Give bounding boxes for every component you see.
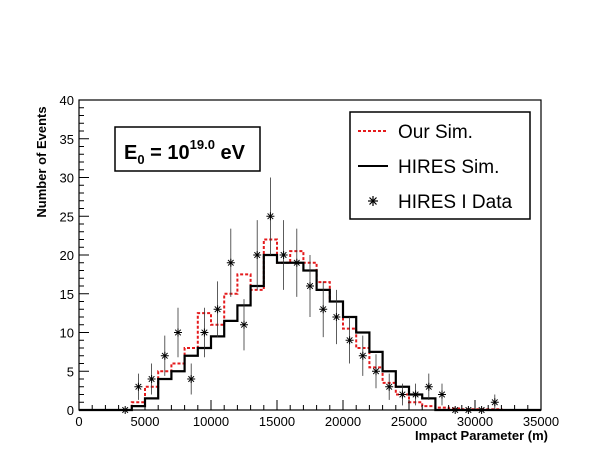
x-tick-label: 30000	[457, 414, 493, 429]
y-tick-label: 5	[67, 364, 74, 379]
energy-annotation: E0 = 1019.0 eV	[114, 126, 261, 172]
data-point	[332, 289, 341, 345]
point-marker-stroke	[148, 375, 155, 383]
point-marker-stroke	[412, 391, 419, 398]
point-marker-stroke	[254, 251, 261, 259]
point-marker-stroke	[201, 329, 208, 336]
point-marker-stroke	[438, 391, 446, 398]
data-point	[398, 383, 407, 406]
legend-swatch-hires-data	[368, 196, 378, 206]
x-tick-label: 35000	[523, 414, 559, 429]
data-point	[187, 363, 196, 395]
data-point	[134, 373, 143, 400]
point-marker-stroke	[320, 306, 327, 313]
data-point	[174, 307, 182, 358]
data-point	[253, 220, 262, 290]
data-point	[147, 363, 156, 395]
y-tick-label: 40	[60, 93, 74, 108]
data-point	[160, 335, 169, 376]
point-marker-stroke	[386, 383, 393, 390]
point-marker-stroke	[214, 306, 221, 313]
data-point	[279, 220, 288, 290]
y-axis-title: Number of Events	[34, 106, 49, 217]
y-tick-label: 0	[67, 403, 74, 418]
point-marker-stroke	[161, 352, 168, 359]
point-marker-stroke	[425, 383, 432, 390]
y-tick-label: 15	[60, 287, 74, 302]
point-marker-stroke	[359, 352, 366, 359]
data-point	[438, 383, 446, 406]
y-tick-label: 20	[60, 248, 74, 263]
x-tick-label: 25000	[391, 414, 427, 429]
data-point	[266, 177, 275, 255]
data-point	[372, 354, 380, 389]
point-marker-stroke	[227, 259, 234, 266]
data-point	[319, 281, 328, 338]
point-marker-stroke	[333, 313, 340, 321]
legend-label-hires-sim: HIRES Sim.	[398, 157, 499, 178]
data-point	[345, 317, 354, 364]
point-marker-stroke	[188, 375, 195, 383]
point-marker-stroke	[399, 391, 406, 398]
legend: Our Sim. HIRES Sim. HIRES I Data	[349, 111, 531, 220]
point-marker-stroke	[174, 329, 182, 336]
data-point	[240, 299, 248, 351]
y-tick-label: 10	[60, 326, 74, 341]
point-marker-stroke	[491, 399, 498, 406]
point-marker-stroke	[240, 321, 248, 328]
x-tick-label: 20000	[325, 414, 361, 429]
data-point	[200, 307, 209, 358]
data-point	[292, 228, 301, 297]
x-tick-label: 5000	[131, 414, 160, 429]
point-marker-stroke	[372, 368, 380, 375]
data-point	[213, 281, 222, 338]
x-axis-title: Impact Parameter (m)	[415, 428, 548, 443]
point-marker-stroke	[135, 383, 142, 390]
point-marker-stroke	[306, 282, 314, 290]
data-point	[358, 335, 367, 376]
data-point	[306, 255, 314, 317]
x-tick-label: 0	[75, 414, 82, 429]
y-tick-label: 25	[60, 209, 74, 224]
y-tick-label: 35	[60, 132, 74, 147]
point-marker-stroke	[293, 259, 300, 266]
plot-area	[79, 177, 541, 414]
data-point	[226, 228, 235, 297]
data-point	[411, 383, 420, 406]
legend-label-hires-data: HIRES I Data	[398, 192, 512, 213]
y-tick-label: 30	[60, 171, 74, 186]
annotation-box	[114, 126, 261, 172]
legend-label-our-sim: Our Sim.	[398, 122, 473, 143]
series-line-hires-sim	[79, 253, 541, 412]
data-point	[424, 373, 433, 400]
x-tick-label: 15000	[259, 414, 295, 429]
point-marker-stroke	[280, 251, 287, 259]
annotation-text: E0 = 1019.0 eV	[124, 137, 246, 167]
x-tick-label: 10000	[193, 414, 229, 429]
data-point	[385, 373, 394, 400]
point-marker-stroke	[267, 213, 274, 220]
data-point	[490, 394, 499, 410]
axes: 0 5000 10000 15000 20000 25000 30000 35000 0 5 10 1…	[60, 93, 560, 429]
point-marker-stroke	[346, 337, 353, 344]
